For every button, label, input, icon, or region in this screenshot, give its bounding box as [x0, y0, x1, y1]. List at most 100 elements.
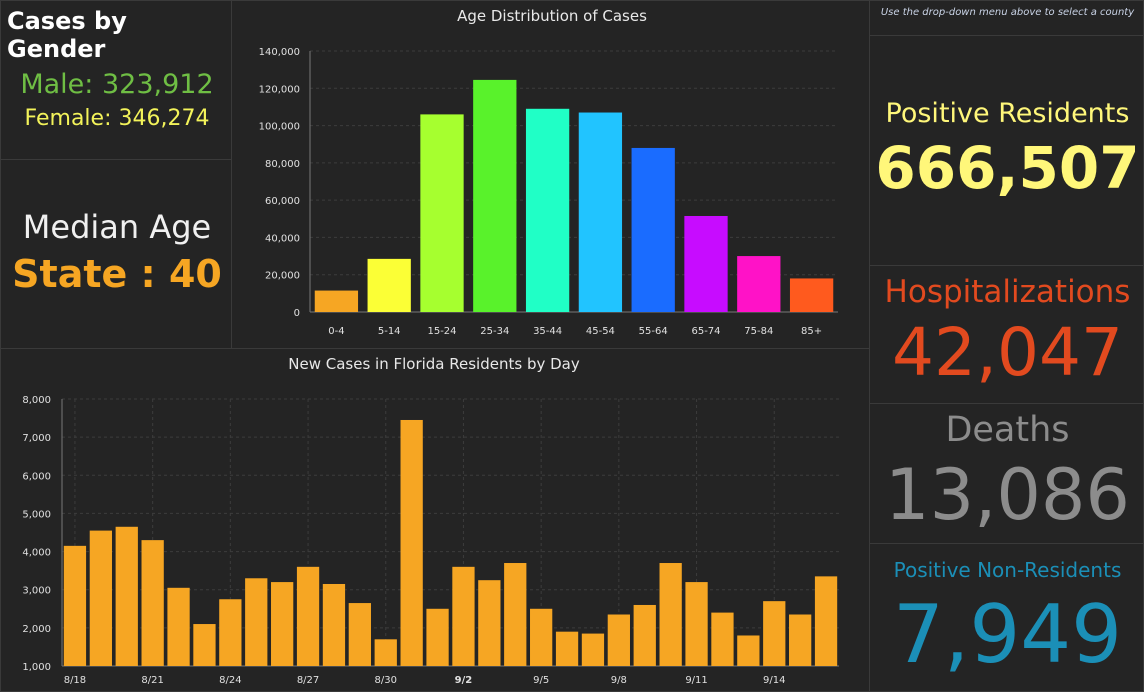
daily-y-tick-label: 4,000	[22, 548, 51, 559]
age-x-tick-label: 75-84	[744, 326, 773, 337]
daily-bar	[478, 580, 501, 666]
daily-x-tick-label: 8/21	[141, 675, 163, 686]
daily-bar	[296, 566, 320, 666]
age-y-tick-label: 0	[294, 308, 300, 319]
daily-bar	[167, 587, 190, 666]
daily-bar	[763, 601, 786, 666]
age-y-tick-label: 80,000	[265, 159, 300, 170]
age-x-tick-label: 15-24	[427, 326, 456, 337]
gender-title: Cases by Gender	[7, 7, 127, 63]
daily-y-tick-label: 2,000	[22, 624, 51, 635]
age-y-tick-label: 120,000	[259, 84, 300, 95]
daily-bar	[685, 582, 708, 666]
age-bar	[473, 79, 517, 313]
hospitalizations-label: Hospitalizations	[884, 274, 1131, 310]
daily-x-tick-label: 9/14	[763, 675, 785, 686]
age-x-tick-label: 25-34	[480, 326, 509, 337]
daily-x-tick-label: 9/2	[455, 675, 473, 686]
age-bar	[367, 258, 411, 312]
age-bar	[420, 114, 464, 312]
daily-bar	[452, 566, 475, 666]
age-y-tick-label: 140,000	[259, 47, 300, 58]
positive-residents-value: 666,507	[875, 134, 1140, 202]
age-x-tick-label: 65-74	[691, 326, 720, 337]
county-hint: Use the drop-down menu above to select a…	[880, 7, 1135, 18]
non-residents-value: 7,949	[892, 588, 1123, 681]
age-x-tick-label: 55-64	[639, 326, 668, 337]
deaths-label: Deaths	[945, 410, 1070, 450]
age-y-tick-label: 60,000	[265, 196, 300, 207]
daily-bar	[374, 639, 397, 666]
age-x-tick-label: 85+	[801, 326, 822, 337]
daily-x-tick-label: 8/27	[297, 675, 319, 686]
age-x-tick-label: 45-54	[586, 326, 615, 337]
age-bar	[737, 256, 781, 312]
deaths-panel: Deaths 13,086	[869, 403, 1144, 544]
daily-y-tick-label: 8,000	[22, 395, 51, 406]
age-y-tick-label: 20,000	[265, 271, 300, 282]
daily-chart-title: New Cases in Florida Residents by Day	[288, 355, 580, 373]
daily-x-tick-label: 9/8	[611, 675, 627, 686]
daily-bar	[245, 578, 268, 666]
female-count: Female: 346,274	[24, 106, 210, 131]
daily-bar	[504, 563, 527, 666]
age-bar	[314, 290, 359, 312]
age-chart-title: Age Distribution of Cases	[457, 7, 647, 25]
age-y-tick-label: 100,000	[259, 122, 300, 133]
median-age-value: State : 40	[12, 252, 222, 296]
daily-cases-panel: New Cases in Florida Residents by Day 1,0…	[0, 348, 870, 692]
age-distribution-chart: Age Distribution of Cases 0 20,000 40,000 60…	[259, 7, 838, 337]
age-distribution-panel: Age Distribution of Cases 0 20,000 40,000 60…	[231, 0, 870, 349]
daily-x-tick-label: 9/5	[533, 675, 549, 686]
daily-cases-chart: New Cases in Florida Residents by Day 1,0…	[22, 355, 839, 686]
age-x-tick-label: 0-4	[328, 326, 344, 337]
hospitalizations-value: 42,047	[892, 314, 1123, 391]
daily-bar	[115, 526, 138, 666]
daily-x-tick-label: 8/24	[219, 675, 241, 686]
daily-x-tick-label: 9/11	[685, 675, 707, 686]
daily-bar	[193, 624, 216, 666]
daily-bar	[141, 540, 164, 666]
age-y-tick-label: 40,000	[265, 233, 300, 244]
daily-bar	[530, 608, 553, 666]
daily-bar	[271, 582, 294, 666]
daily-bar	[63, 545, 87, 666]
daily-bar	[633, 604, 656, 666]
daily-bar	[581, 633, 605, 666]
daily-y-tick-label: 3,000	[22, 586, 51, 597]
non-residents-label: Positive Non-Residents	[893, 558, 1122, 582]
daily-y-tick-label: 1,000	[22, 662, 51, 673]
positive-residents-panel: Positive Residents 666,507	[869, 35, 1144, 266]
median-age-label: Median Age	[22, 208, 212, 246]
gender-panel: Cases by Gender Male: 323,912 Female: 34…	[0, 0, 232, 160]
daily-bar	[322, 583, 346, 666]
daily-bar	[348, 603, 371, 666]
daily-bar	[607, 614, 630, 666]
daily-bar	[814, 576, 838, 666]
daily-bar	[400, 419, 423, 666]
median-age-panel: Median Age State : 40	[0, 159, 232, 349]
daily-y-tick-label: 6,000	[22, 471, 51, 482]
daily-bar	[711, 612, 734, 666]
age-bar	[578, 112, 623, 313]
daily-x-tick-label: 8/30	[375, 675, 397, 686]
age-bar	[684, 215, 728, 312]
hint-panel: Use the drop-down menu above to select a…	[869, 0, 1144, 36]
age-x-tick-label: 35-44	[533, 326, 562, 337]
daily-bar	[737, 635, 760, 666]
daily-bar	[426, 608, 449, 666]
daily-bar	[219, 599, 242, 666]
age-bar	[525, 108, 570, 313]
age-x-tick-label: 5-14	[378, 326, 401, 337]
hospitalizations-panel: Hospitalizations 42,047	[869, 265, 1144, 404]
age-bar	[789, 278, 834, 312]
daily-bar	[555, 631, 579, 666]
daily-bar	[789, 614, 812, 666]
male-count: Male: 323,912	[20, 69, 214, 100]
positive-residents-label: Positive Residents	[885, 98, 1130, 129]
deaths-value: 13,086	[885, 454, 1130, 536]
daily-bar	[89, 530, 112, 666]
daily-y-tick-label: 5,000	[22, 509, 51, 520]
daily-bar	[659, 563, 682, 666]
non-residents-panel: Positive Non-Residents 7,949	[869, 543, 1144, 692]
